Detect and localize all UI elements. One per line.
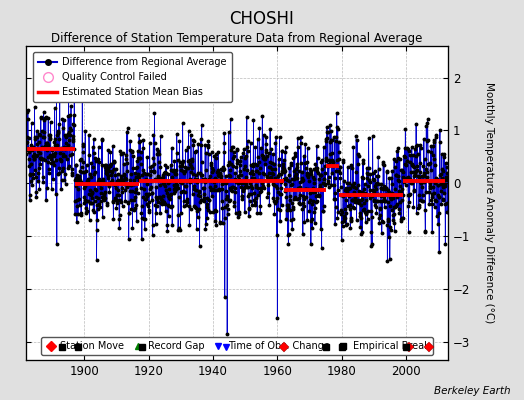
Y-axis label: Monthly Temperature Anomaly Difference (°C): Monthly Temperature Anomaly Difference (… (484, 82, 494, 324)
Text: CHOSHI: CHOSHI (230, 10, 294, 28)
Title: Difference of Station Temperature Data from Regional Average: Difference of Station Temperature Data f… (51, 32, 423, 45)
Text: Berkeley Earth: Berkeley Earth (434, 386, 511, 396)
Legend: Station Move, Record Gap, Time of Obs. Change, Empirical Break: Station Move, Record Gap, Time of Obs. C… (41, 337, 433, 355)
